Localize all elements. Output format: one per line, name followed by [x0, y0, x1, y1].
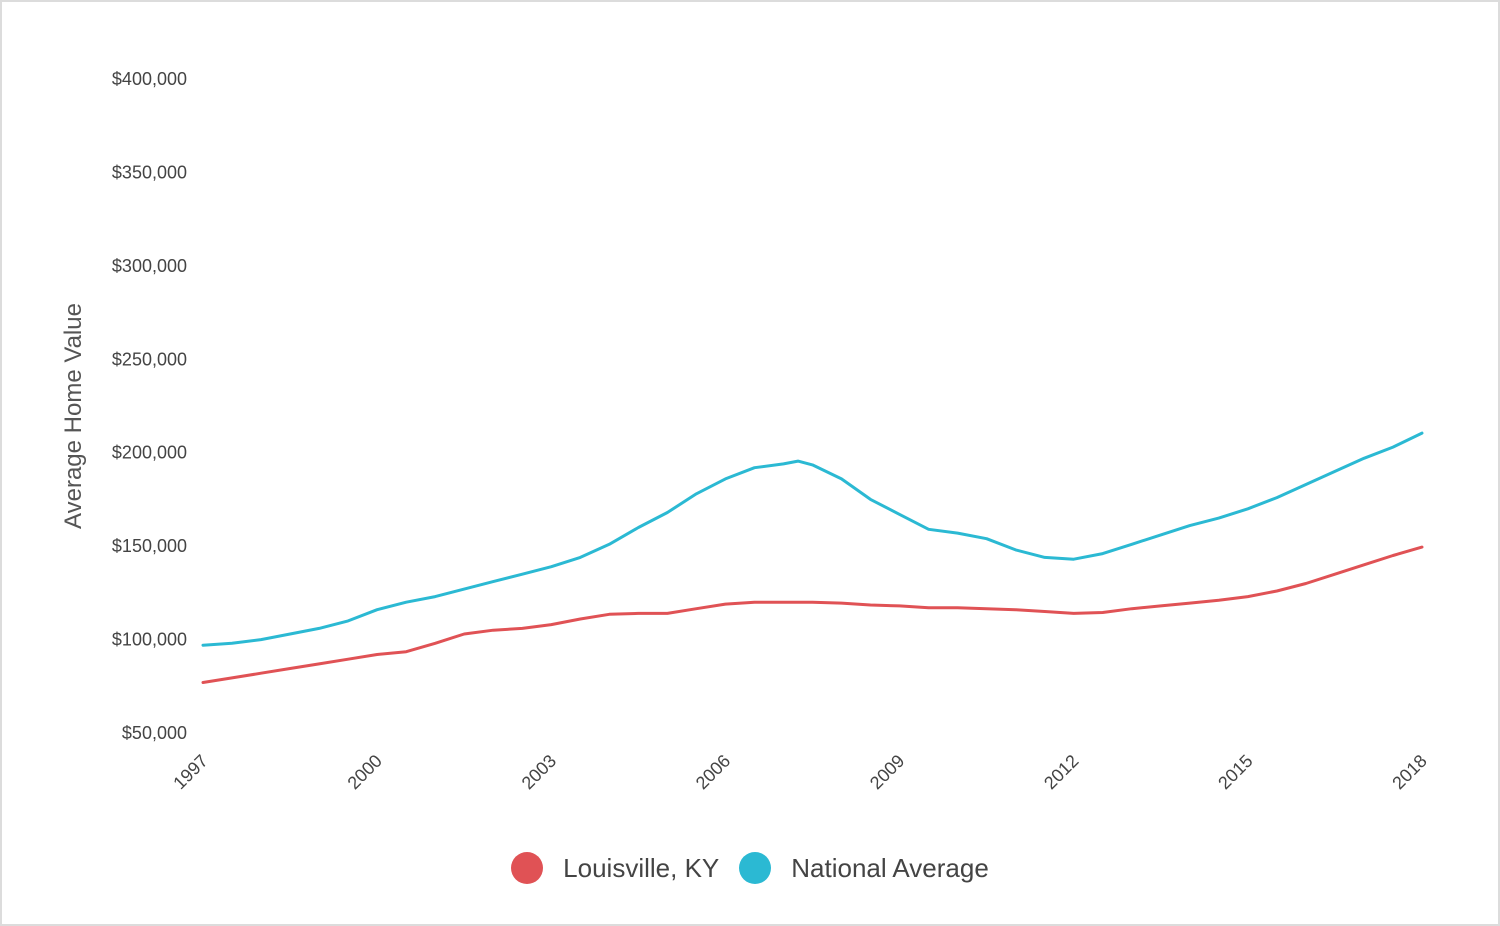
series-line-national — [201, 431, 1424, 647]
legend: Louisville, KY National Average — [0, 852, 1500, 884]
x-tick-label: 2018 — [1388, 751, 1430, 793]
y-tick-label: $350,000 — [112, 162, 187, 182]
x-tick-label: 2009 — [866, 751, 908, 793]
x-tick-label: 2003 — [518, 751, 560, 793]
y-tick-label: $400,000 — [112, 69, 187, 89]
y-tick-label: $150,000 — [112, 536, 187, 556]
y-tick-label: $300,000 — [112, 256, 187, 276]
x-tick-label: 2006 — [692, 751, 734, 793]
x-tick-label: 2015 — [1214, 751, 1256, 793]
legend-swatch-louisville — [511, 852, 544, 884]
series-lines — [201, 431, 1424, 684]
legend-item-louisville[interactable]: Louisville, KY — [511, 852, 719, 884]
series-line-louisville — [201, 545, 1424, 684]
y-tick-label: $250,000 — [112, 349, 187, 369]
x-tick-label: 2012 — [1040, 751, 1082, 793]
y-axis-label: Average Home Value — [60, 303, 87, 529]
legend-label-louisville: Louisville, KY — [563, 852, 720, 883]
legend-swatch-national — [739, 852, 772, 884]
x-tick-label: 2000 — [344, 751, 386, 793]
y-tick-label: $100,000 — [112, 630, 187, 650]
x-tick-label: 1997 — [169, 751, 211, 793]
legend-label-national: National Average — [791, 852, 989, 883]
y-tick-label: $50,000 — [122, 723, 187, 743]
legend-item-national[interactable]: National Average — [739, 852, 989, 884]
x-axis-ticks: 1997 2000 2003 2006 2009 2012 2015 2018 — [169, 751, 1430, 793]
y-axis-ticks: $400,000 $350,000 $300,000 $250,000 $200,000… — [112, 69, 187, 743]
y-tick-label: $200,000 — [112, 443, 187, 463]
